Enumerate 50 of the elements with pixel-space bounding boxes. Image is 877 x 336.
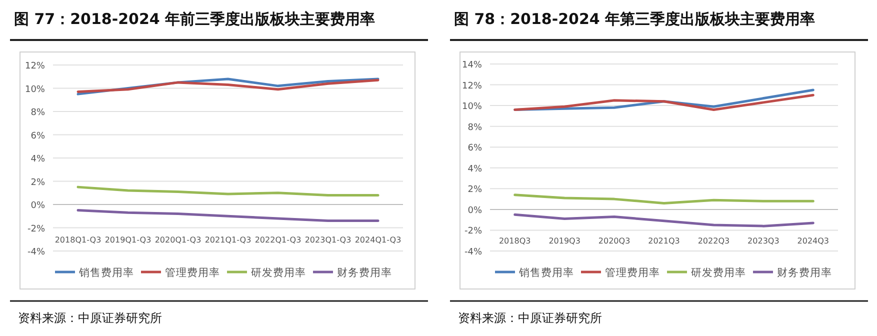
y-tick-label: 6% bbox=[468, 144, 482, 154]
x-tick-label: 2021Q3 bbox=[648, 236, 680, 246]
y-tick-label: -4% bbox=[27, 248, 46, 258]
y-tick-label: 0% bbox=[30, 201, 46, 211]
y-tick-label: 10% bbox=[24, 84, 46, 95]
x-tick-label: 2024Q3 bbox=[797, 236, 830, 246]
legend-label: 财务费用率 bbox=[337, 266, 392, 279]
y-tick-label: 6% bbox=[30, 131, 46, 142]
legend-label: 研发费用率 bbox=[691, 266, 746, 279]
x-tick-label: 2022Q1-Q3 bbox=[254, 235, 302, 244]
chart-title: 图 77：2018-2024 年前三季度出版板块主要费用率 bbox=[14, 10, 376, 28]
legend-label: 销售费用率 bbox=[78, 266, 134, 279]
x-tick-label: 2018Q3 bbox=[498, 236, 531, 246]
y-tick-label: -2% bbox=[464, 226, 482, 237]
y-tick-label: 8% bbox=[468, 122, 482, 133]
x-tick-label: 2024Q1-Q3 bbox=[354, 235, 402, 244]
y-tick-label: 8% bbox=[30, 108, 46, 118]
line-series bbox=[514, 194, 814, 204]
legend-label: 财务费用率 bbox=[777, 266, 832, 279]
x-tick-label: 2019Q1-Q3 bbox=[104, 235, 152, 244]
y-tick-label: 2% bbox=[468, 185, 482, 196]
y-tick-label: 12% bbox=[24, 62, 46, 72]
line-series bbox=[76, 209, 380, 222]
x-tick-label: 2019Q3 bbox=[548, 236, 580, 246]
y-tick-label: 14% bbox=[462, 60, 482, 70]
legend-label: 管理费用率 bbox=[165, 266, 220, 279]
x-tick-label: 2020Q1-Q3 bbox=[154, 235, 202, 244]
legend-label: 研发费用率 bbox=[251, 266, 306, 279]
y-tick-label: 4% bbox=[468, 164, 482, 174]
y-tick-label: -2% bbox=[27, 224, 46, 234]
x-tick-label: 2021Q1-Q3 bbox=[204, 235, 252, 244]
y-tick-label: 0% bbox=[468, 206, 482, 216]
text: 资料来源：中原证券研究所 bbox=[18, 311, 162, 325]
x-tick-label: 2020Q3 bbox=[598, 236, 630, 246]
line-series bbox=[514, 213, 814, 228]
x-tick-label: 2023Q1-Q3 bbox=[304, 235, 352, 244]
y-tick-label: 4% bbox=[30, 154, 46, 164]
x-tick-label: 2018Q1-Q3 bbox=[54, 235, 102, 244]
y-tick-label: 2% bbox=[30, 178, 46, 188]
x-tick-label: 2022Q3 bbox=[698, 236, 730, 246]
legend-label: 销售费用率 bbox=[518, 266, 574, 279]
line-series bbox=[514, 94, 814, 111]
x-tick-label: 2023Q3 bbox=[748, 236, 780, 246]
legend-label: 管理费用率 bbox=[605, 266, 660, 279]
chart-title: 图 78：2018-2024 年第三季度出版板块主要费用率 bbox=[454, 10, 816, 28]
y-tick-label: -4% bbox=[464, 248, 482, 258]
line-series bbox=[76, 186, 380, 196]
y-tick-label: 10% bbox=[462, 102, 482, 112]
y-tick-label: 12% bbox=[462, 81, 482, 92]
text: 资料来源：中原证券研究所 bbox=[458, 311, 602, 325]
